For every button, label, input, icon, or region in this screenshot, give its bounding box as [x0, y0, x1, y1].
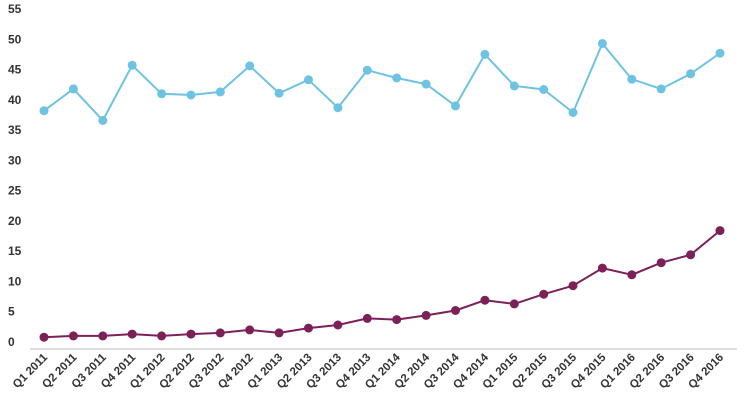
data-point — [568, 281, 578, 291]
y-tick-label: 20 — [8, 214, 22, 228]
data-point — [451, 306, 460, 315]
data-point — [509, 299, 519, 309]
data-point — [98, 115, 108, 125]
data-point — [186, 329, 196, 339]
data-point — [274, 328, 284, 338]
data-point — [39, 332, 49, 342]
data-point — [392, 73, 402, 83]
y-tick-label: 5 — [8, 305, 15, 319]
data-point — [215, 328, 225, 338]
data-point — [597, 263, 607, 273]
data-point — [480, 295, 490, 305]
data-point — [686, 250, 696, 260]
y-tick-label: 55 — [8, 2, 22, 16]
series-line — [43, 229, 721, 339]
data-point — [509, 81, 519, 91]
data-point — [304, 323, 313, 333]
data-point — [597, 39, 607, 48]
y-tick-label: 30 — [8, 153, 22, 167]
data-point — [568, 108, 578, 117]
data-point — [215, 87, 225, 97]
data-point — [686, 69, 696, 79]
data-point — [274, 88, 284, 98]
data-point — [656, 84, 666, 94]
y-tick-label: 10 — [8, 274, 22, 288]
data-point — [392, 315, 402, 325]
data-point — [480, 49, 490, 59]
data-point — [127, 329, 137, 339]
series-line — [43, 42, 721, 122]
data-point — [68, 84, 78, 94]
data-point — [39, 106, 49, 116]
data-point — [451, 101, 460, 111]
data-point — [539, 85, 549, 94]
y-tick-label: 50 — [8, 32, 22, 46]
series-2 — [39, 226, 725, 342]
data-point — [333, 320, 343, 330]
data-point — [627, 74, 637, 84]
data-point — [98, 331, 108, 341]
data-point — [362, 65, 372, 75]
data-point — [157, 331, 167, 341]
data-point — [539, 289, 549, 299]
y-tick-label: 45 — [8, 63, 22, 77]
y-tick-label: 35 — [8, 123, 22, 137]
data-point — [127, 60, 137, 70]
y-tick-label: 25 — [8, 184, 22, 198]
data-point — [186, 90, 196, 100]
data-point — [245, 325, 255, 335]
data-point — [421, 79, 431, 89]
data-point — [68, 331, 78, 341]
data-point — [157, 89, 167, 99]
data-point — [304, 75, 313, 85]
data-point — [627, 270, 637, 280]
data-point — [656, 258, 666, 268]
series-1 — [39, 39, 725, 125]
series-layer — [39, 39, 725, 342]
data-point — [421, 310, 431, 320]
data-point — [245, 61, 255, 71]
y-tick-label: 40 — [8, 93, 22, 107]
y-tick-label: 0 — [8, 335, 15, 349]
data-point — [362, 313, 372, 323]
data-point — [715, 226, 725, 236]
data-point — [333, 103, 343, 113]
data-point — [715, 48, 725, 58]
y-tick-label: 15 — [8, 244, 22, 258]
y-axis: 0 5 10 15 20 25 30 35 40 45 50 55 — [8, 2, 22, 349]
